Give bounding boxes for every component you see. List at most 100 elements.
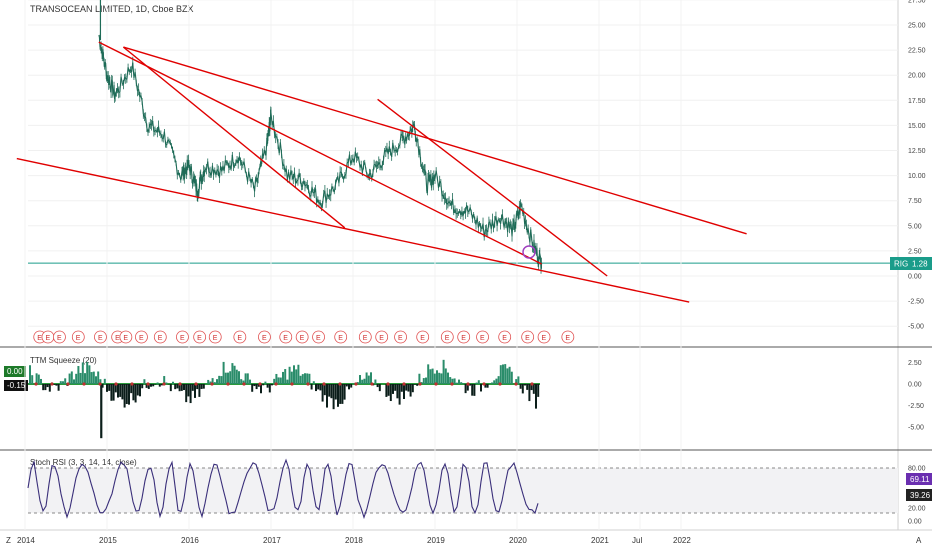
squeeze-dot — [162, 382, 166, 386]
earnings-marker — [53, 330, 66, 344]
squeeze-dot — [98, 382, 102, 386]
time-tick-label: 2017 — [263, 536, 281, 545]
ttm-value-badge: -0.15 — [4, 380, 29, 391]
stoch-k-line — [27, 458, 539, 520]
earnings-marker-label: E — [139, 335, 144, 342]
time-tick-label: 2016 — [181, 536, 199, 545]
earnings-marker — [537, 330, 551, 344]
price-tick-label: 0.00 — [908, 274, 922, 281]
earnings-marker-label: E — [502, 335, 507, 342]
earnings-marker-label: E — [338, 335, 343, 342]
last-price-badge — [890, 257, 932, 270]
earnings-marker — [440, 330, 454, 344]
corner-left-label[interactable]: Z — [6, 536, 11, 545]
earnings-marker-label: E — [45, 335, 50, 342]
ttm-squeeze-title[interactable]: TTM Squeeze (20) — [30, 356, 97, 365]
squeeze-dot — [114, 382, 118, 386]
earnings-marker-label: E — [158, 335, 163, 342]
squeeze-dot — [258, 382, 262, 386]
trendline — [16, 157, 690, 303]
squeeze-dot — [482, 382, 486, 386]
earnings-marker — [119, 330, 133, 344]
squeeze-dot — [50, 382, 54, 386]
stoch-band — [28, 468, 898, 513]
ttm-zero-badge: 0.00 — [4, 366, 26, 377]
earnings-marker — [176, 330, 189, 344]
time-tick-label: 2015 — [99, 536, 117, 545]
auto-scale-button[interactable]: A — [916, 536, 922, 545]
squeeze-dot — [370, 382, 374, 386]
squeeze-tick-label: 2.50 — [908, 360, 922, 367]
stoch-tick-label: 80.00 — [908, 466, 926, 473]
earnings-marker-label: E — [180, 335, 185, 342]
squeeze-dot — [322, 382, 326, 386]
earnings-marker — [334, 330, 348, 344]
earnings-marker-label: E — [316, 335, 321, 342]
squeeze-dot — [354, 382, 358, 386]
squeeze-dot — [498, 382, 502, 386]
price-tick-label: 17.50 — [908, 98, 926, 105]
earnings-marker — [94, 330, 107, 344]
price-segment — [132, 62, 135, 79]
earnings-marker-label: E — [262, 335, 267, 342]
price-segment — [425, 175, 428, 192]
earnings-marker-label: E — [197, 335, 202, 342]
earnings-marker-label: E — [57, 335, 62, 342]
earnings-marker-label: E — [213, 335, 218, 342]
squeeze-dot — [338, 382, 342, 386]
earnings-marker — [521, 330, 535, 344]
price-tick-label: -5.00 — [908, 324, 924, 331]
price-tick-label: 20.00 — [908, 73, 926, 80]
squeeze-dot — [34, 382, 38, 386]
squeeze-dot — [66, 382, 70, 386]
squeeze-dot — [386, 382, 390, 386]
earnings-marker-label: E — [300, 335, 305, 342]
last-price-value: 1.28 — [912, 260, 928, 269]
price-tick-label: 5.00 — [908, 223, 922, 230]
trendline — [98, 41, 542, 265]
earnings-marker-label: E — [420, 335, 425, 342]
earnings-marker — [375, 330, 389, 344]
squeeze-dot — [306, 382, 310, 386]
squeeze-dot — [178, 382, 182, 386]
squeeze-tick-label: -2.50 — [908, 403, 924, 410]
squeeze-dot — [418, 382, 422, 386]
earnings-marker — [279, 330, 293, 344]
earnings-marker-label: E — [283, 335, 288, 342]
squeeze-dot — [514, 382, 518, 386]
earnings-marker-label: E — [37, 335, 42, 342]
squeeze-dot — [210, 382, 214, 386]
squeeze-dot — [274, 382, 278, 386]
earnings-marker — [561, 330, 575, 344]
time-tick-label: 2018 — [345, 536, 363, 545]
stoch-rsi-title[interactable]: Stoch RSI (3, 3, 14, 14, close) — [30, 458, 137, 467]
last-price-symbol: RIG — [894, 260, 908, 269]
squeeze-dot — [450, 382, 454, 386]
earnings-marker-label: E — [445, 335, 450, 342]
earnings-marker — [208, 330, 222, 344]
earnings-marker — [153, 330, 167, 344]
stoch-tick-label: 20.00 — [908, 505, 926, 512]
price-tick-label: 2.50 — [908, 248, 922, 255]
earnings-marker-label: E — [480, 335, 485, 342]
time-tick-label: 2022 — [673, 536, 691, 545]
price-tick-label: 12.50 — [908, 148, 926, 155]
earnings-marker — [258, 330, 271, 344]
squeeze-dot — [402, 382, 406, 386]
earnings-marker — [295, 330, 309, 344]
time-tick-label: 2014 — [17, 536, 35, 545]
earnings-marker — [358, 330, 372, 344]
price-tick-label: 10.00 — [908, 173, 926, 180]
time-tick-label: 2019 — [427, 536, 445, 545]
trendline — [122, 46, 346, 229]
squeeze-dot — [226, 382, 230, 386]
squeeze-dot — [194, 382, 198, 386]
earnings-marker-label: E — [363, 335, 368, 342]
stoch-k-badge — [906, 473, 932, 485]
earnings-marker — [193, 330, 207, 344]
price-tick-label: 25.00 — [908, 23, 926, 30]
earnings-marker — [416, 330, 430, 344]
earnings-marker-label: E — [123, 335, 128, 342]
price-tick-label: 27.50 — [908, 0, 926, 4]
